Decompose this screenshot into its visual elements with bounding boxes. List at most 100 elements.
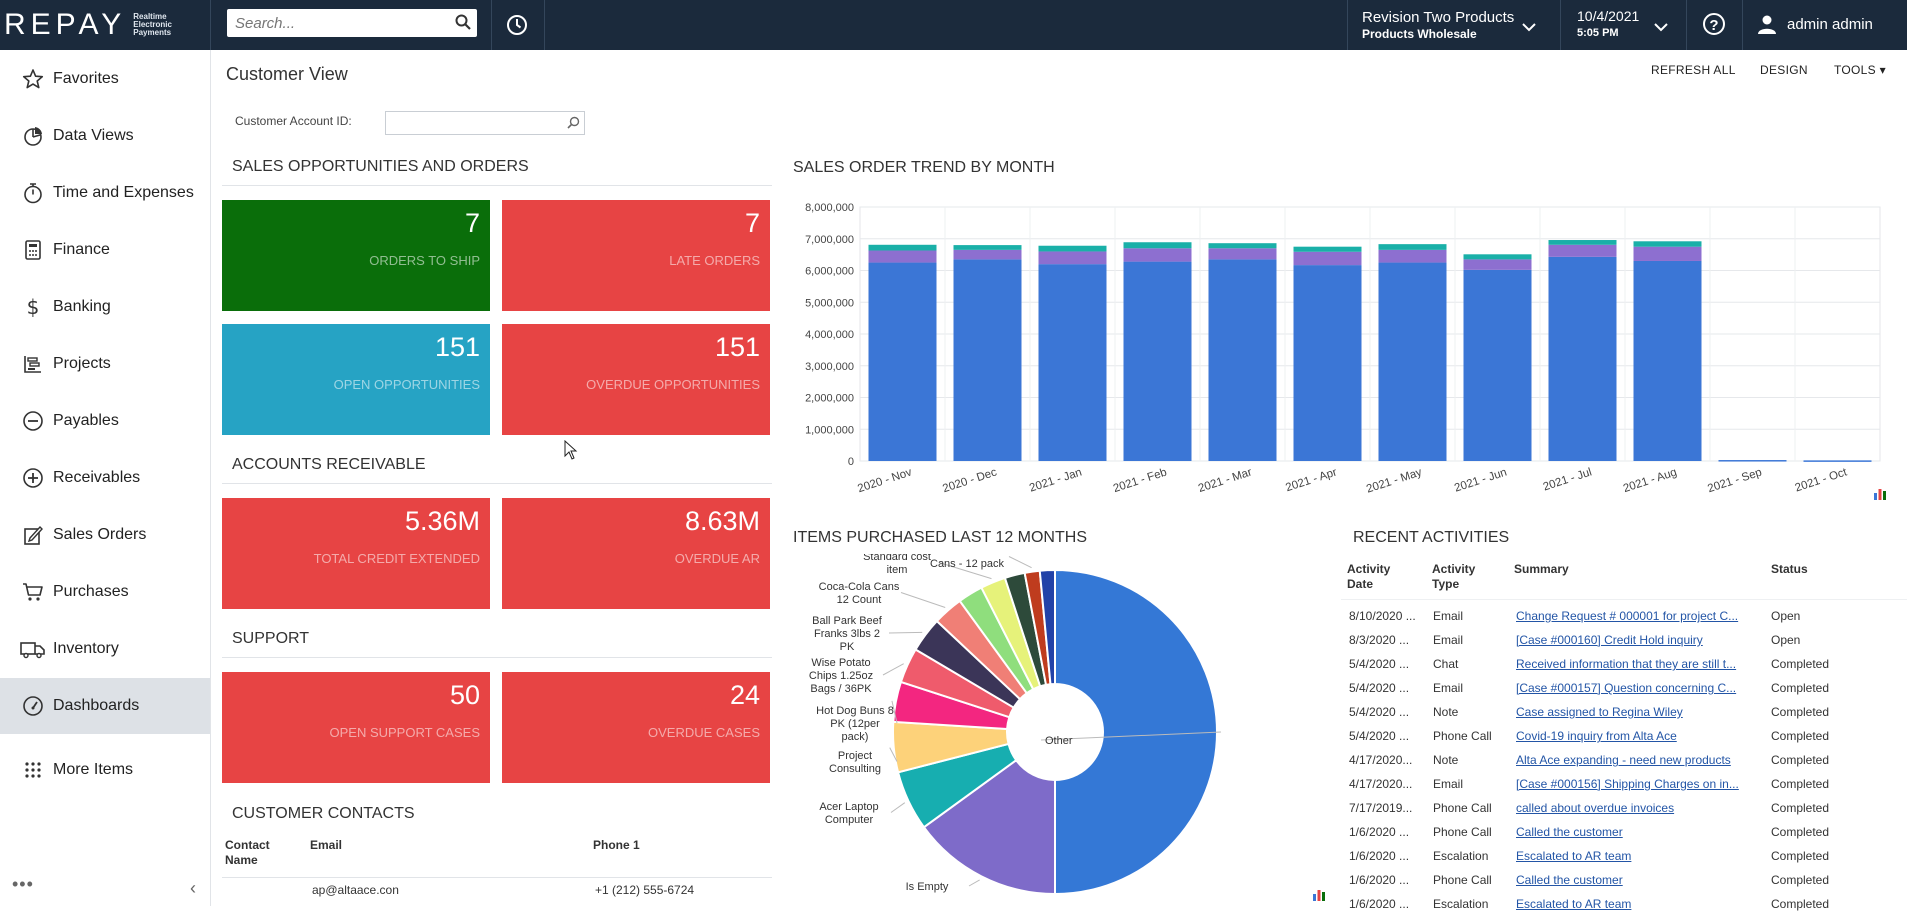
activity-status: Completed (1771, 729, 1830, 743)
user-menu[interactable]: admin admin (1757, 14, 1873, 34)
tile-overdue-cases[interactable]: 24 OVERDUE CASES (502, 672, 770, 783)
table-row[interactable]: 1/6/2020 ... Escalation Escalated to AR te… (1341, 892, 1907, 916)
sidebar-item-banking[interactable]: $ Banking (0, 279, 210, 335)
chart-type-icon[interactable] (1312, 888, 1326, 902)
table-row[interactable]: 5/4/2020 ... Chat Received information tha… (1341, 652, 1907, 676)
activity-status: Completed (1771, 705, 1830, 719)
search-box[interactable] (227, 9, 477, 37)
bar-segment (1208, 259, 1277, 461)
slice-label: Wise Potato (811, 657, 870, 669)
column-header-phone[interactable]: Phone 1 (593, 838, 640, 852)
more-dots-icon[interactable]: ••• (12, 874, 34, 894)
history-icon[interactable] (505, 13, 529, 42)
sidebar-item-receivables[interactable]: Receivables (0, 450, 210, 506)
branch-name: Products Wholesale (1362, 27, 1477, 41)
column-header-summary[interactable]: Summary (1514, 562, 1569, 576)
table-row[interactable]: 1/6/2020 ... Escalation Escalated to AR te… (1341, 844, 1907, 868)
column-header-email[interactable]: Email (310, 838, 343, 852)
tile-open-opportunities[interactable]: 151 OPEN OPPORTUNITIES (222, 324, 490, 435)
tile-open-support-cases[interactable]: 50 OPEN SUPPORT CASES (222, 672, 490, 783)
plus-circle-icon (18, 467, 48, 489)
table-row[interactable]: 1/6/2020 ... Phone Call Called the custome… (1341, 868, 1907, 892)
table-row[interactable]: 8/10/2020 ... Email Change Request # 00000… (1341, 604, 1907, 628)
tools-menu-button[interactable]: TOOLS ▾ (1834, 63, 1886, 77)
activity-summary-link[interactable]: [Case #000160] Credit Hold inquiry (1516, 633, 1703, 647)
activity-summary-link[interactable]: called about overdue invoices (1516, 801, 1675, 815)
slice-label: Other (1045, 735, 1073, 747)
tile-late-orders[interactable]: 7 LATE ORDERS (502, 200, 770, 311)
sales-order-trend-chart: 0 1,000,000 2,000,000 3,000,000 4,000,000 5,0… (805, 202, 1881, 496)
section-title-recent-activities: RECENT ACTIVITIES (1353, 529, 1510, 546)
customer-account-selector[interactable] (385, 111, 585, 135)
column-header-contact-name[interactable]: Contact Name (225, 838, 270, 867)
repay-logo[interactable]: REPAY Realtime Electronic Payments (4, 8, 172, 42)
tile-orders-to-ship[interactable]: 7 ORDERS TO SHIP (222, 200, 490, 311)
sidebar-item-data-views[interactable]: Data Views (0, 108, 210, 164)
refresh-all-button[interactable]: REFRESH ALL (1651, 63, 1736, 77)
gauge-icon (18, 695, 48, 717)
sidebar-item-more-items[interactable]: More Items (0, 742, 210, 798)
sidebar-item-projects[interactable]: Projects (0, 336, 210, 392)
search-icon[interactable] (455, 14, 471, 35)
table-row[interactable]: 1/6/2020 ... Phone Call Called the custome… (1341, 820, 1907, 844)
contact-email[interactable]: ap@altaace.con (312, 883, 399, 897)
table-row[interactable]: 8/3/2020 ... Email [Case #000160] Credit H… (1341, 628, 1907, 652)
activity-summary-link[interactable]: Covid-19 inquiry from Alta Ace (1516, 729, 1677, 743)
activity-summary-link[interactable]: Received information that they are still… (1516, 657, 1737, 671)
tile-overdue-opportunities[interactable]: 151 OVERDUE OPPORTUNITIES (502, 324, 770, 435)
x-tick-label: 2021 - Mar (1197, 466, 1254, 495)
contact-phone: +1 (212) 555-6724 (595, 883, 695, 897)
table-row[interactable]: 5/4/2020 ... Phone Call Covid-19 inquiry f… (1341, 724, 1907, 748)
sidebar-item-favorites[interactable]: Favorites (0, 51, 210, 107)
sidebar-item-inventory[interactable]: Inventory (0, 621, 210, 677)
chevron-down-icon[interactable] (1522, 19, 1536, 37)
sidebar-item-sales-orders[interactable]: Sales Orders (0, 507, 210, 563)
search-input[interactable] (233, 9, 447, 37)
x-tick-label: 2021 - Jul (1542, 466, 1594, 493)
activity-summary-link[interactable]: [Case #000156] Shipping Charges on in... (1516, 777, 1739, 791)
design-button[interactable]: DESIGN (1760, 63, 1808, 77)
tile-total-credit-extended[interactable]: 5.36M TOTAL CREDIT EXTENDED (222, 498, 490, 609)
column-header-activity-type[interactable]: Activity Type (1432, 562, 1476, 591)
sidebar-item-dashboards[interactable]: Dashboards (0, 678, 210, 734)
slice-label: pack) (842, 731, 869, 743)
activity-summary-link[interactable]: Change Request # 000001 for project C... (1516, 609, 1739, 623)
table-row[interactable]: 7/17/2019... Phone Call called about overd… (1341, 796, 1907, 820)
activity-date: 1/6/2020 ... (1349, 849, 1410, 863)
slice-label: Project (838, 750, 872, 762)
divider (222, 657, 772, 658)
column-header-activity-date[interactable]: Activity Date (1347, 562, 1391, 591)
sidebar-item-time-and-expenses[interactable]: Time and Expenses (0, 165, 210, 221)
company-selector[interactable]: Revision Two Products Products Wholesale (1362, 9, 1514, 41)
collapse-sidebar-icon[interactable]: ‹ (190, 878, 196, 898)
activity-summary-link[interactable]: Alta Ace expanding - need new products (1516, 753, 1731, 767)
business-date-selector[interactable]: 10/4/2021 5:05 PM (1577, 8, 1639, 39)
sidebar-item-payables[interactable]: Payables (0, 393, 210, 449)
activity-type: Email (1433, 609, 1464, 623)
activity-summary-link[interactable]: Called the customer (1516, 873, 1623, 887)
star-icon (18, 68, 48, 90)
column-header-status[interactable]: Status (1771, 562, 1808, 576)
activity-summary-link[interactable]: Case assigned to Regina Wiley (1516, 705, 1683, 719)
sidebar-item-purchases[interactable]: Purchases (0, 564, 210, 620)
tile-overdue-ar[interactable]: 8.63M OVERDUE AR (502, 498, 770, 609)
activity-summary-link[interactable]: Escalated to AR team (1516, 849, 1632, 863)
bar-segment (953, 249, 1022, 260)
table-row[interactable]: 5/4/2020 ... Email [Case #000157] Question… (1341, 676, 1907, 700)
activity-summary-link[interactable]: Escalated to AR team (1516, 897, 1632, 911)
activity-status: Completed (1771, 849, 1830, 863)
table-row[interactable]: 4/17/2020... Note Alta Ace expanding - nee… (1341, 748, 1907, 772)
help-icon[interactable]: ? (1703, 13, 1725, 35)
activity-type: Phone Call (1433, 873, 1492, 887)
table-row[interactable]: 5/4/2020 ... Note Case assigned to Regina … (1341, 700, 1907, 724)
bar-segment (1463, 259, 1532, 270)
activity-date: 8/3/2020 ... (1349, 633, 1410, 647)
chart-type-icon[interactable] (1873, 487, 1887, 501)
sidebar-item-finance[interactable]: Finance (0, 222, 210, 278)
divider (222, 877, 772, 878)
table-row[interactable]: 4/17/2020... Email [Case #000156] Shipping… (1341, 772, 1907, 796)
chevron-down-icon[interactable] (1654, 19, 1668, 37)
activity-summary-link[interactable]: [Case #000157] Question concerning C... (1516, 681, 1737, 695)
activity-summary-link[interactable]: Called the customer (1516, 825, 1623, 839)
